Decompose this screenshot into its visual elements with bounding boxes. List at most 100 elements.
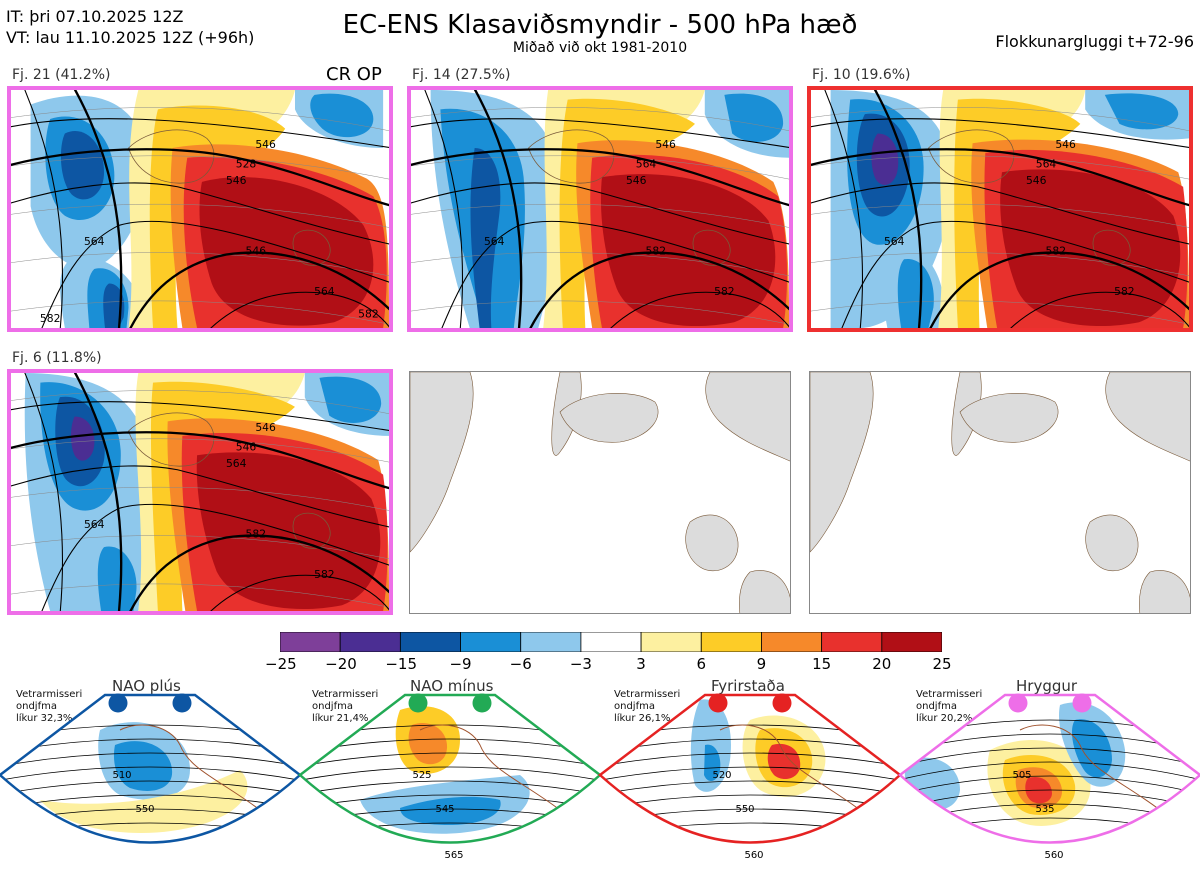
colorbar-tick-label: 3 — [636, 655, 646, 673]
contour-label: 546 — [255, 138, 276, 151]
colorbar-segment — [520, 631, 582, 653]
colorbar-tick-label: −3 — [569, 655, 592, 673]
height-contour — [1010, 291, 1189, 328]
contour-label: 582 — [1046, 245, 1067, 258]
colorbar-tick-label: −9 — [449, 655, 472, 673]
colorbar-segment — [399, 631, 461, 653]
init-time: IT: þri 07.10.2025 12Z — [6, 7, 184, 26]
regime-contour-label: 520 — [712, 770, 731, 781]
contour-label: 582 — [646, 245, 667, 258]
anomaly-area-12 — [199, 177, 374, 326]
regime-contour-label: 565 — [444, 850, 463, 861]
anomaly-area-9 — [600, 174, 776, 327]
land-iceland — [959, 393, 1059, 443]
regime-info-4: Vetrarmisseri ondjfma líkur 20,2% — [916, 689, 983, 724]
anomaly-area-12 — [1000, 169, 1181, 327]
height-contour — [11, 431, 389, 490]
height-contour — [41, 220, 389, 328]
anomaly-area-7 — [310, 93, 374, 138]
regime-contour — [300, 766, 600, 783]
empty-map-2 — [809, 371, 1191, 614]
regime-contour — [600, 752, 900, 769]
cluster-label-1: Fj. 21 (41.2%) — [12, 67, 111, 83]
regime-contour — [0, 780, 300, 797]
anomaly-area-11 — [196, 452, 381, 610]
height-contour — [73, 373, 123, 611]
regime-marker-dot — [1008, 693, 1028, 713]
contour-label: 564 — [314, 285, 335, 298]
regime-frame — [298, 693, 602, 844]
contour-label: 582 — [314, 568, 335, 581]
colorbar-tick-label: −25 — [265, 655, 297, 673]
contour-label: 546 — [1026, 174, 1047, 187]
colorbar-tick-label: −6 — [509, 655, 532, 673]
regime-name-4: Hryggur — [1016, 677, 1078, 695]
contour-label: 564 — [636, 157, 657, 170]
regime-contour-label: 550 — [735, 804, 754, 815]
regime-name-1: NAO plús — [112, 677, 181, 695]
regime-marker-dot — [172, 693, 192, 713]
colorbar-tick-label: −20 — [325, 655, 357, 673]
colorbar-segment — [881, 631, 943, 653]
cluster-map-svg: 546 528 546 564 546 564 582 582 — [11, 90, 389, 328]
land-british-isles — [1085, 514, 1139, 572]
land-north-america — [810, 372, 874, 553]
height-contour — [41, 503, 389, 611]
contour-label: 564 — [226, 457, 247, 470]
height-contour — [11, 148, 389, 207]
empty-map-svg — [810, 372, 1190, 613]
contour-label: 546 — [1055, 138, 1076, 151]
contour-label: 528 — [236, 157, 257, 170]
regime-contour-label: 525 — [412, 770, 431, 781]
land-scandinavia — [705, 372, 790, 462]
cluster-map-1: 546 528 546 564 546 564 582 582 — [7, 86, 393, 332]
regime-coastline — [1019, 724, 1161, 811]
anomaly-area-3 — [70, 416, 95, 461]
regime-anomaly-4 — [767, 743, 801, 780]
coastline — [528, 129, 615, 184]
height-contour — [210, 574, 389, 611]
regime-contour — [300, 780, 600, 797]
regime-contour-label: 550 — [135, 804, 154, 815]
colorbar-tick-label: 25 — [932, 655, 952, 673]
contour-label: 546 — [246, 245, 267, 258]
contour-label: 582 — [40, 312, 61, 325]
contour-label: 582 — [1114, 285, 1135, 298]
colorbar-tick-label: 20 — [872, 655, 892, 673]
colorbar-svg — [279, 631, 943, 653]
coastline — [128, 129, 215, 184]
regime-frame — [0, 693, 302, 844]
contour-label: 564 — [84, 235, 105, 248]
cluster-map-svg: 546 564 546 564 582 582 — [411, 90, 789, 328]
colorbar-ticks: −25 −20 −15 −9 −6 −3 3 6 9 15 20 25 — [265, 655, 952, 675]
regime-contour — [900, 747, 1200, 769]
height-contour — [73, 90, 123, 328]
height-contour — [24, 373, 64, 611]
cluster-map-svg: 546 546 564 564 582 582 — [11, 373, 389, 611]
land-scandinavia — [1105, 372, 1190, 462]
cluster-label-3: Fj. 10 (19.6%) — [812, 67, 911, 83]
height-contour — [441, 220, 789, 328]
regime-map-content — [600, 695, 900, 843]
height-contour — [610, 291, 789, 328]
regime-contour — [0, 752, 300, 769]
height-contour — [411, 182, 789, 245]
contour-label: 564 — [484, 235, 505, 248]
land-british-isles — [685, 514, 739, 572]
height-contour — [811, 182, 1189, 245]
regime-name-3: Fyrirstaða — [711, 677, 785, 695]
height-contour — [11, 182, 389, 245]
cluster-map-2: 546 564 546 564 582 582 — [407, 86, 793, 332]
regime-contour — [0, 766, 300, 783]
contour-label: 582 — [714, 285, 735, 298]
colorbar-segment — [821, 631, 883, 653]
regime-name-2: NAO mínus — [410, 677, 494, 695]
regime-anomaly-2 — [40, 770, 248, 833]
anomaly-area-4 — [724, 93, 784, 142]
contour-label: 546 — [236, 440, 257, 453]
coastline — [1092, 229, 1131, 266]
regime-contour-label: 535 — [1035, 804, 1054, 815]
colorbar-tick-label: −15 — [385, 655, 418, 673]
empty-map-svg — [410, 372, 790, 613]
regime-marker-dot — [708, 693, 728, 713]
